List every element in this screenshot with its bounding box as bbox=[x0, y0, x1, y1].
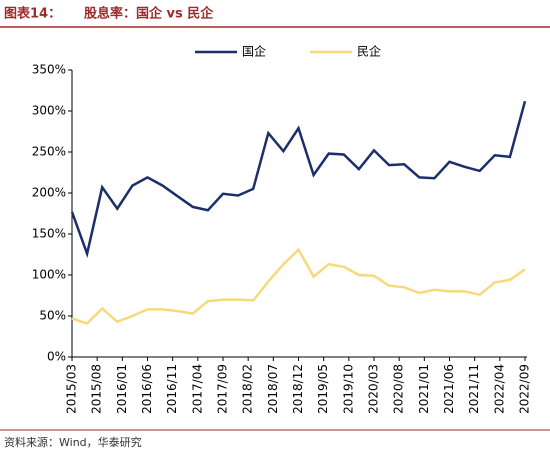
y-tick-label: 200% bbox=[32, 186, 66, 200]
x-tick-label: 2019/10 bbox=[341, 364, 355, 414]
x-tick-label: 2022/04 bbox=[492, 364, 506, 414]
x-tick-label: 2019/05 bbox=[316, 364, 330, 414]
x-tick-label: 2018/07 bbox=[266, 364, 280, 414]
y-tick-label: 100% bbox=[32, 268, 66, 282]
x-tick-label: 2021/01 bbox=[417, 364, 431, 414]
y-tick-label: 350% bbox=[32, 63, 66, 77]
y-tick-label: 300% bbox=[32, 104, 66, 118]
y-tick-label: 250% bbox=[32, 145, 66, 159]
x-tick-label: 2016/06 bbox=[140, 364, 154, 414]
y-tick-label: 150% bbox=[32, 227, 66, 241]
x-tick-label: 2017/04 bbox=[190, 364, 204, 414]
x-tick-label: 2015/03 bbox=[65, 364, 79, 414]
source: 资料来源：Wind，华泰研究 bbox=[4, 435, 142, 449]
legend-label: 国企 bbox=[242, 44, 266, 59]
chart-title: 股息率：国企 vs 民企 bbox=[84, 6, 214, 22]
x-tick-label: 2020/03 bbox=[367, 364, 381, 414]
x-tick-label: 2018/12 bbox=[291, 364, 305, 414]
x-tick-label: 2018/02 bbox=[241, 364, 255, 414]
x-tick-label: 2016/01 bbox=[115, 364, 129, 414]
figure-label: 图表14： bbox=[4, 6, 61, 22]
x-tick-label: 2017/09 bbox=[216, 364, 230, 414]
series-line bbox=[71, 247, 526, 325]
x-tick-label: 2020/08 bbox=[392, 364, 406, 414]
x-tick-label: 2016/11 bbox=[165, 364, 179, 414]
y-tick-label: 50% bbox=[39, 309, 66, 323]
x-tick-label: 2022/09 bbox=[518, 364, 532, 414]
legend-label: 民企 bbox=[357, 44, 381, 59]
x-tick-label: 2021/11 bbox=[467, 364, 481, 414]
x-tick-label: 2021/06 bbox=[442, 364, 456, 414]
series-line bbox=[70, 100, 527, 259]
y-tick-label: 0% bbox=[47, 350, 66, 364]
x-tick-label: 2015/08 bbox=[90, 364, 104, 414]
